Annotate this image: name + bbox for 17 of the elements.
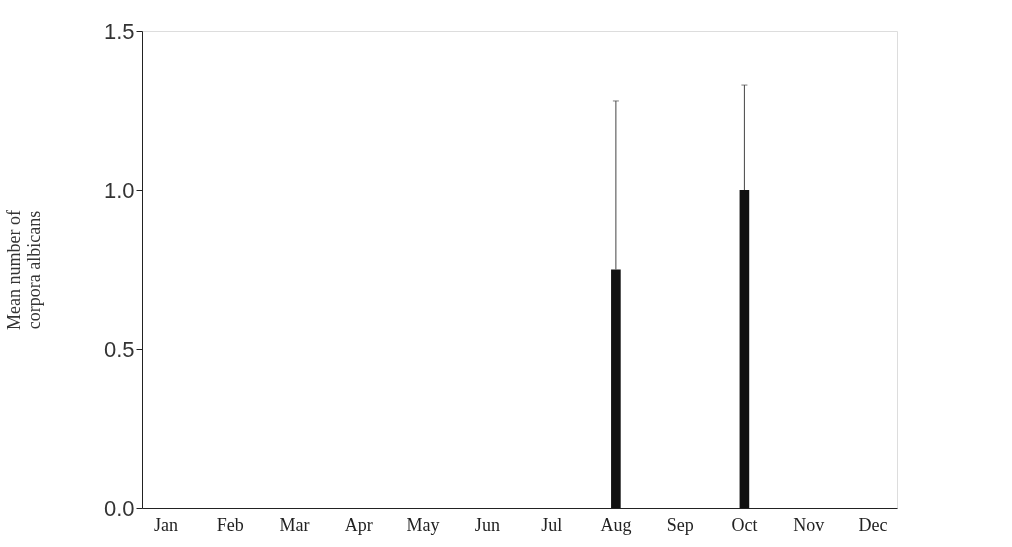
- y-axis-title: Mean number of corpora albicans: [3, 210, 44, 330]
- x-tick-label: Mar: [279, 514, 310, 535]
- x-tick-label: Sep: [666, 514, 694, 535]
- x-tick-label: Oct: [731, 514, 758, 535]
- x-tick-label: Aug: [600, 514, 632, 535]
- y-tick-label: 0.5: [103, 336, 135, 362]
- x-tick-label: May: [406, 514, 440, 535]
- x-tick-label: Feb: [216, 514, 244, 535]
- x-tick-label: Nov: [793, 514, 825, 535]
- x-tick-label: Apr: [344, 514, 373, 535]
- x-tick-label: Jan: [154, 514, 179, 535]
- x-tick-label: Jun: [474, 514, 500, 535]
- x-tick-label: Dec: [858, 514, 888, 535]
- y-tick-label: 1.5: [103, 18, 135, 44]
- x-tick-label: Jul: [541, 514, 563, 535]
- y-tick-label: 0.0: [103, 495, 135, 521]
- y-tick-label: 1.0: [103, 177, 135, 203]
